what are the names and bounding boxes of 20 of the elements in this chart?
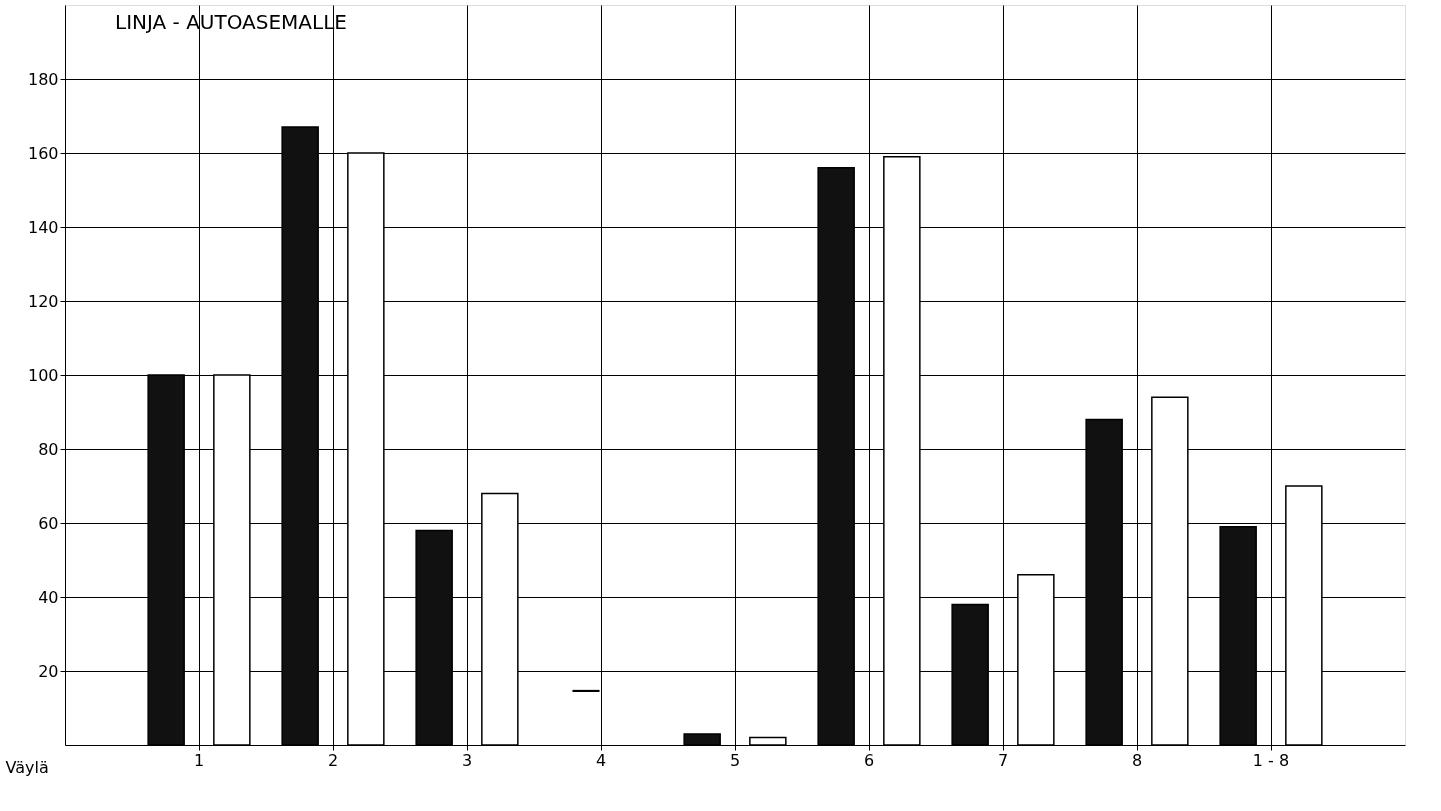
x-tick-label: 1 bbox=[193, 750, 205, 770]
y-tick-label: 160 bbox=[27, 143, 59, 163]
y-tick-label: 20 bbox=[38, 661, 59, 681]
y-tick-label: 40 bbox=[38, 587, 59, 607]
x-tick-label: 8 bbox=[1131, 750, 1143, 770]
x-tick-label: 6 bbox=[863, 750, 875, 770]
x-axis-title: Väylä bbox=[5, 757, 49, 777]
x-tick-label: 2 bbox=[327, 750, 339, 770]
y-tick-label: 140 bbox=[27, 217, 59, 237]
y-tick-label: 60 bbox=[38, 513, 59, 533]
y-tick-label: 80 bbox=[38, 439, 59, 459]
y-tick-label: 120 bbox=[27, 291, 59, 311]
annotation: — bbox=[571, 670, 602, 706]
y-tick-label: 100 bbox=[27, 365, 59, 385]
x-tick-label: 5 bbox=[729, 750, 741, 770]
x-tick-label: 1 - 8 bbox=[1252, 750, 1290, 770]
x-tick-label: 4 bbox=[595, 750, 607, 770]
y-tick-label: 180 bbox=[27, 69, 59, 89]
x-tick-label: 3 bbox=[461, 750, 473, 770]
x-tick-label: 7 bbox=[997, 750, 1009, 770]
